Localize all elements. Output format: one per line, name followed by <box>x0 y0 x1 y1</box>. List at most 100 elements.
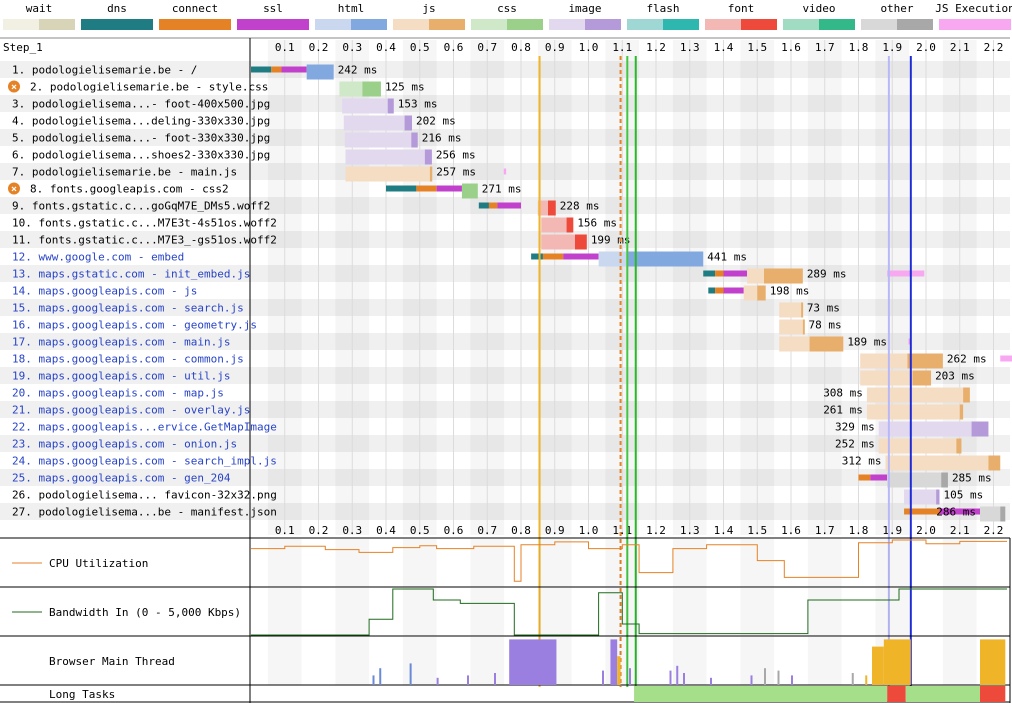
tick-label-bottom: 0.7 <box>477 524 497 537</box>
legend-swatch <box>741 19 777 30</box>
legend-swatch <box>237 19 273 30</box>
request-time: 228 ms <box>560 200 600 213</box>
request-label: 7. podologielisemarie.be - main.js <box>12 166 237 179</box>
request-label: 22. maps.googleapis...ervice.GetMapImage <box>12 421 277 434</box>
tick-label-bottom: 2.2 <box>984 524 1004 537</box>
tick-label-top: 2.0 <box>916 41 936 54</box>
tick-label-bottom: 1.1 <box>612 524 632 537</box>
request-time: 202 ms <box>416 115 456 128</box>
wait-bar <box>342 98 388 114</box>
request-label: 1. podologielisemarie.be - / <box>12 64 197 77</box>
warning-icon <box>8 80 20 93</box>
main-thread-block <box>980 639 1006 685</box>
download-bar <box>956 438 962 454</box>
connect-bar <box>904 508 940 515</box>
legend-swatch <box>39 19 75 30</box>
legend-label: font <box>728 2 755 15</box>
download-bar <box>548 200 556 216</box>
legend-swatch <box>861 19 897 30</box>
download-bar <box>907 353 943 369</box>
ssl-bar <box>281 66 307 73</box>
long-task-segment <box>905 686 980 702</box>
wait-bar <box>866 387 964 403</box>
dns-bar <box>386 185 417 192</box>
dns-bar <box>708 287 716 294</box>
request-time: 256 ms <box>436 149 476 162</box>
legend-swatch <box>195 19 231 30</box>
request-label: 4. podologielisema...deling-330x330.jpg <box>12 115 270 128</box>
main-thread-block <box>610 639 618 685</box>
grid-band <box>268 588 302 636</box>
legend-swatch <box>819 19 855 30</box>
warning-icon <box>8 182 20 195</box>
request-time: 257 ms <box>436 166 476 179</box>
wait-bar <box>885 455 989 471</box>
request-label: 27. podologielisema...be - manifest.json <box>12 506 277 519</box>
legend-swatch <box>705 19 741 30</box>
warning-icon: × <box>11 184 17 195</box>
download-bar <box>963 387 970 403</box>
download-bar <box>802 319 805 335</box>
main-thread-spike <box>865 675 868 685</box>
tick-label-top: 0.6 <box>444 41 464 54</box>
download-bar <box>461 183 478 199</box>
ssl-bar <box>436 185 462 192</box>
download-bar <box>566 217 574 233</box>
wait-bar <box>339 81 363 97</box>
request-label: 19. maps.googleapis.com - util.js <box>12 370 231 383</box>
ssl-bar <box>723 287 744 294</box>
legend-swatch <box>549 19 585 30</box>
cpu-line <box>251 539 1007 582</box>
download-bar <box>429 166 433 182</box>
legend-swatch <box>3 19 39 30</box>
dns-bar <box>251 66 272 73</box>
download-bar <box>941 472 948 488</box>
request-time: 203 ms <box>935 370 975 383</box>
js-exec-bar <box>1000 355 1012 362</box>
grid-band <box>403 637 437 685</box>
main-thread-spike <box>436 677 439 685</box>
grid-band <box>808 588 842 636</box>
wait-bar <box>345 149 425 165</box>
tick-label-bottom: 0.3 <box>342 524 362 537</box>
request-time: 261 ms <box>823 404 863 417</box>
legend-swatch <box>159 19 195 30</box>
wait-bar <box>344 132 412 148</box>
request-label: 13. maps.gstatic.com - init_embed.js <box>12 268 250 281</box>
legend-swatch <box>627 19 663 30</box>
grid-band <box>740 588 774 636</box>
legend-swatch <box>783 19 819 30</box>
tick-label-bottom: 0.1 <box>275 524 295 537</box>
tick-label-bottom: 0.9 <box>545 524 565 537</box>
grid-band <box>335 588 369 636</box>
tick-label-bottom: 1.4 <box>714 524 734 537</box>
wait-bar <box>743 285 758 301</box>
main-thread-block <box>883 639 911 685</box>
legend-label: video <box>802 2 835 15</box>
connect-bar <box>488 202 498 209</box>
grid-band <box>268 637 302 685</box>
legend-label: html <box>338 2 365 15</box>
js-exec-bar <box>503 168 507 175</box>
legend-label: connect <box>172 2 218 15</box>
legend-swatch <box>273 19 309 30</box>
tick-label-bottom: 1.2 <box>646 524 666 537</box>
legend-swatch <box>471 19 507 30</box>
connect-bar <box>416 185 437 192</box>
main-thread-spike <box>851 673 854 685</box>
download-bar <box>801 302 804 318</box>
wait-bar <box>878 438 957 454</box>
connect-bar <box>271 66 282 73</box>
legend-label: flash <box>646 2 679 15</box>
wait-bar <box>887 472 942 488</box>
tick-label-top: 1.4 <box>714 41 734 54</box>
tick-label-top: 0.3 <box>342 41 362 54</box>
grid-band <box>875 539 909 587</box>
legend-swatch <box>351 19 387 30</box>
request-time: 153 ms <box>398 98 438 111</box>
request-label: 9. fonts.gstatic.c...goGqM7E_DMs5.woff2 <box>12 200 270 213</box>
legend-swatch <box>81 19 117 30</box>
step-label: Step_1 <box>3 41 43 54</box>
legend-swatch <box>663 19 699 30</box>
